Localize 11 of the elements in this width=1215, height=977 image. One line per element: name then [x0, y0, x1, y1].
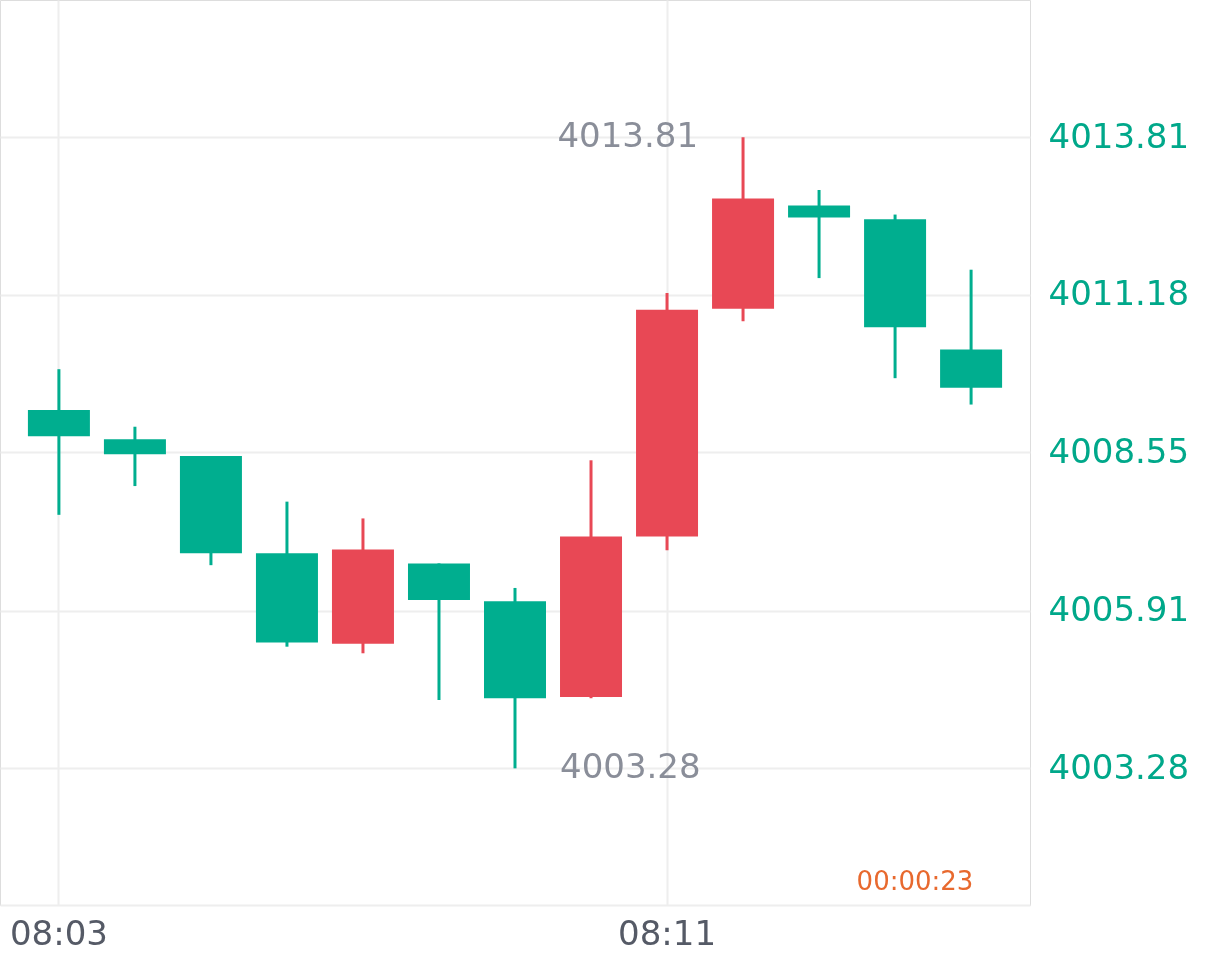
- annotation: 00:00:23: [856, 866, 974, 896]
- annotation: 4013.81: [557, 115, 699, 156]
- y-tick-label: 4011.18: [1048, 273, 1190, 314]
- x-tick-label: 08:11: [618, 912, 717, 953]
- annotation: 4003.28: [560, 746, 701, 787]
- candlestick: [788, 189, 851, 280]
- x-tick-label: 08:03: [9, 912, 108, 953]
- y-tick-label: 4005.91: [1048, 589, 1190, 630]
- y-tick-label: 4003.28: [1048, 746, 1190, 787]
- y-tick-label: 4008.55: [1048, 431, 1190, 471]
- y-tick-label: 4013.81: [1048, 115, 1190, 156]
